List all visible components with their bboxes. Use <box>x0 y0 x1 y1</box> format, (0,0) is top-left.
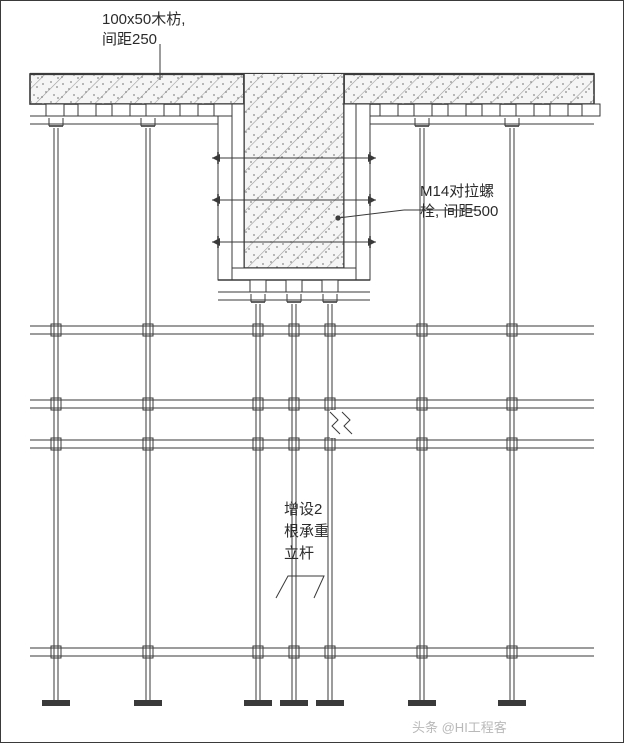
label-post-line1: 增设2 <box>284 501 322 518</box>
label-bolt-line1: M14对拉螺 <box>420 183 494 200</box>
formwork-section-diagram: 100x50木枋, 间距250 M14对拉螺栓, 间距500 增设2 根承重立杆头条 @… <box>0 0 624 743</box>
label-joist-line2: 间距250 <box>102 31 157 48</box>
label-post-line3: 立杆 <box>284 545 314 562</box>
label-bolt-line2: 栓, 间距500 <box>420 203 498 220</box>
drawing: 100x50木枋, 间距250 M14对拉螺栓, 间距500 增设2 根承重立杆头条 @… <box>1 1 624 743</box>
label-joist-line1: 100x50木枋, <box>102 11 185 28</box>
label-post-line2: 根承重 <box>284 523 329 540</box>
watermark: 头条 @HI工程客 <box>412 720 507 735</box>
